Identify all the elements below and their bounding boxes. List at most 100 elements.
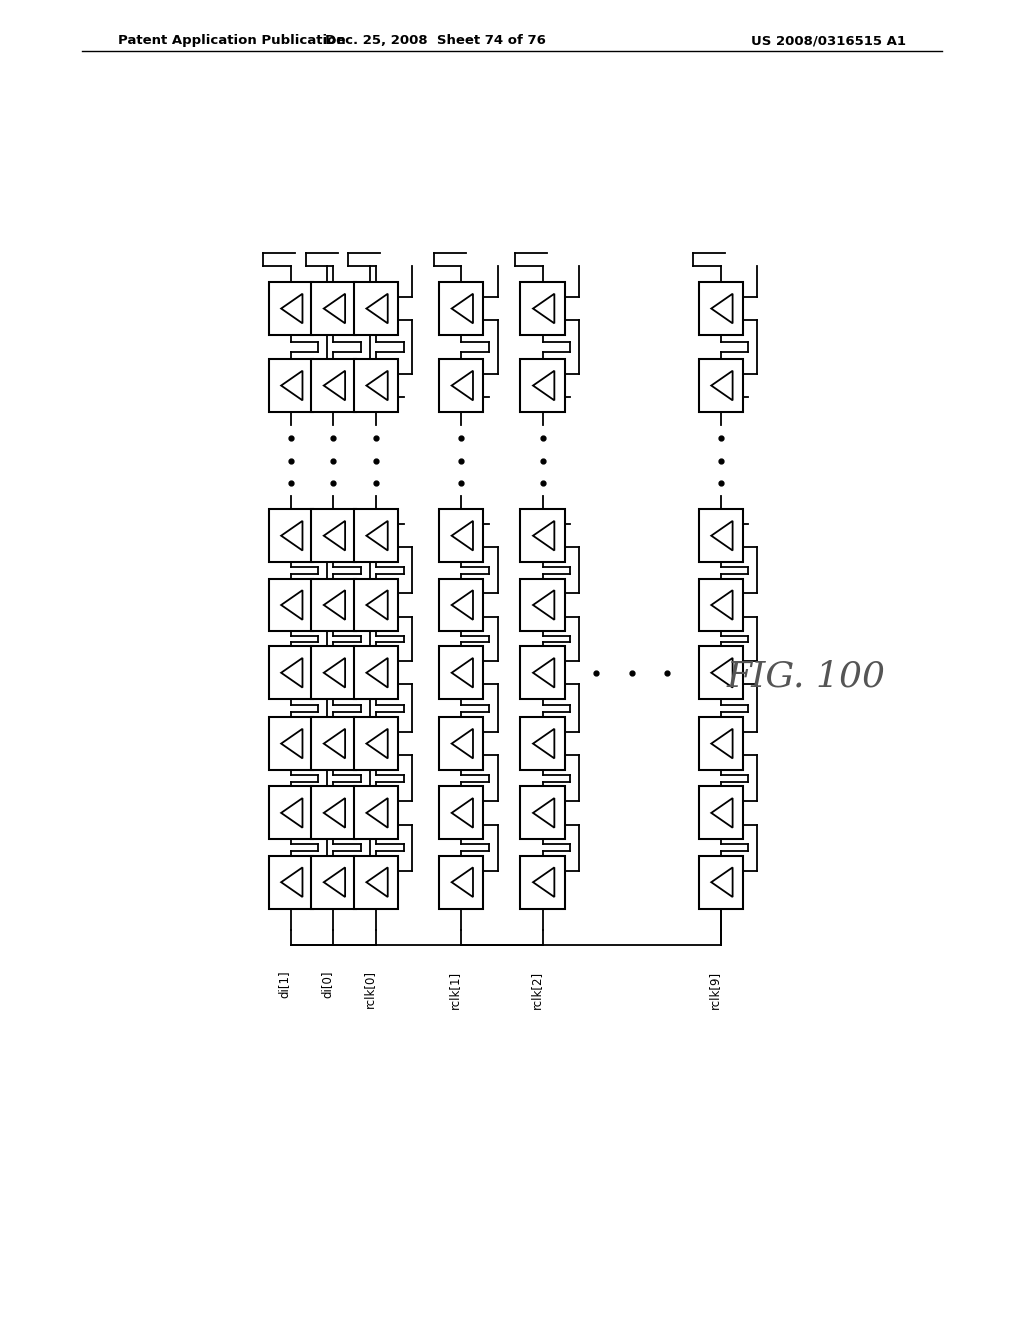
Polygon shape <box>367 867 388 898</box>
Polygon shape <box>452 867 473 898</box>
Polygon shape <box>712 371 732 400</box>
Bar <box>520 787 565 840</box>
Polygon shape <box>534 657 554 688</box>
Bar <box>698 787 743 840</box>
Bar <box>439 510 483 562</box>
Polygon shape <box>282 799 302 828</box>
Polygon shape <box>534 729 554 759</box>
Text: rclk[1]: rclk[1] <box>449 970 461 1008</box>
Polygon shape <box>282 590 302 620</box>
Bar <box>439 578 483 631</box>
Bar <box>268 282 313 335</box>
Bar <box>353 282 398 335</box>
Bar <box>520 578 565 631</box>
Polygon shape <box>324 729 345 759</box>
Polygon shape <box>324 590 345 620</box>
Bar <box>520 359 565 412</box>
Text: Dec. 25, 2008  Sheet 74 of 76: Dec. 25, 2008 Sheet 74 of 76 <box>325 34 546 48</box>
Bar <box>439 282 483 335</box>
Bar <box>311 717 355 770</box>
Polygon shape <box>367 521 388 550</box>
Bar <box>311 359 355 412</box>
Bar <box>698 578 743 631</box>
Text: rclk[0]: rclk[0] <box>362 970 376 1008</box>
Bar <box>268 855 313 908</box>
Bar <box>268 717 313 770</box>
Bar <box>698 282 743 335</box>
Polygon shape <box>534 799 554 828</box>
Polygon shape <box>712 799 732 828</box>
Polygon shape <box>452 590 473 620</box>
Bar <box>268 647 313 700</box>
Bar <box>353 510 398 562</box>
Bar <box>311 578 355 631</box>
Polygon shape <box>367 590 388 620</box>
Bar <box>353 578 398 631</box>
Polygon shape <box>367 799 388 828</box>
Bar <box>311 282 355 335</box>
Polygon shape <box>367 371 388 400</box>
Polygon shape <box>324 294 345 323</box>
Polygon shape <box>452 521 473 550</box>
Polygon shape <box>324 657 345 688</box>
Bar <box>520 647 565 700</box>
Bar <box>439 787 483 840</box>
Polygon shape <box>324 867 345 898</box>
Bar <box>353 359 398 412</box>
Bar <box>520 282 565 335</box>
Polygon shape <box>712 729 732 759</box>
Bar <box>439 359 483 412</box>
Bar <box>698 717 743 770</box>
Polygon shape <box>534 521 554 550</box>
Polygon shape <box>534 867 554 898</box>
Polygon shape <box>452 371 473 400</box>
Polygon shape <box>712 521 732 550</box>
Polygon shape <box>282 867 302 898</box>
Polygon shape <box>324 521 345 550</box>
Bar <box>698 647 743 700</box>
Bar <box>268 578 313 631</box>
Polygon shape <box>282 729 302 759</box>
Bar <box>439 647 483 700</box>
Polygon shape <box>712 294 732 323</box>
Polygon shape <box>324 371 345 400</box>
Polygon shape <box>367 294 388 323</box>
Text: rclk[9]: rclk[9] <box>708 970 721 1008</box>
Bar <box>353 855 398 908</box>
Text: di[1]: di[1] <box>278 970 291 998</box>
Polygon shape <box>712 657 732 688</box>
Polygon shape <box>534 294 554 323</box>
Text: di[0]: di[0] <box>321 970 334 998</box>
Bar <box>698 510 743 562</box>
Bar <box>268 510 313 562</box>
Polygon shape <box>282 657 302 688</box>
Bar <box>268 359 313 412</box>
Bar <box>311 787 355 840</box>
Bar <box>353 787 398 840</box>
Polygon shape <box>282 371 302 400</box>
Polygon shape <box>534 371 554 400</box>
Text: US 2008/0316515 A1: US 2008/0316515 A1 <box>752 34 906 48</box>
Polygon shape <box>712 590 732 620</box>
Polygon shape <box>712 867 732 898</box>
Polygon shape <box>367 657 388 688</box>
Bar <box>353 647 398 700</box>
Bar <box>698 359 743 412</box>
Polygon shape <box>452 799 473 828</box>
Polygon shape <box>534 590 554 620</box>
Bar <box>520 510 565 562</box>
Bar <box>439 717 483 770</box>
Polygon shape <box>452 657 473 688</box>
Bar <box>353 717 398 770</box>
Polygon shape <box>324 799 345 828</box>
Bar <box>520 717 565 770</box>
Bar <box>520 855 565 908</box>
Text: FIG. 100: FIG. 100 <box>727 660 886 694</box>
Polygon shape <box>282 521 302 550</box>
Text: Patent Application Publication: Patent Application Publication <box>118 34 345 48</box>
Polygon shape <box>367 729 388 759</box>
Polygon shape <box>282 294 302 323</box>
Bar <box>311 647 355 700</box>
Polygon shape <box>452 294 473 323</box>
Bar <box>439 855 483 908</box>
